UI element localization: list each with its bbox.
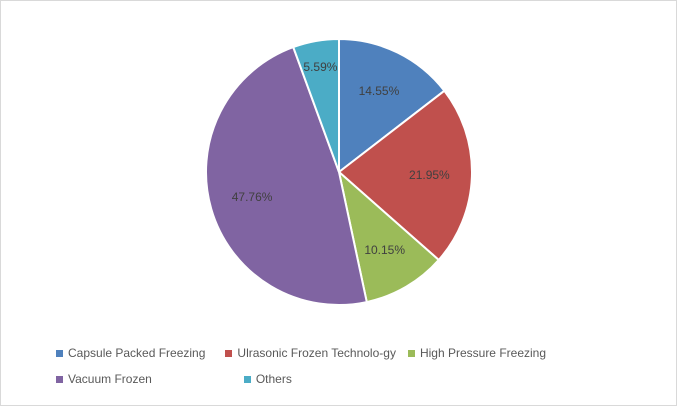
- legend-label-vacuum-frozen: Vacuum Frozen: [68, 372, 152, 386]
- pie-slice-vacuum-frozen: [205, 45, 368, 306]
- legend-row-2: Vacuum Frozen Others: [56, 369, 656, 389]
- pie-slice-high-pressure-freezing: [337, 169, 441, 304]
- legend-label-others: Others: [255, 372, 292, 386]
- data-label-vacuum-frozen: 47.76%: [232, 190, 273, 204]
- data-label-others: 5.59%: [303, 60, 337, 74]
- pie-slice-ultrasonic-frozen-technology: [337, 89, 473, 262]
- legend-item-high-pressure-freezing: High Pressure Freezing: [407, 346, 547, 360]
- legend-item-others: Others: [243, 372, 292, 386]
- legend-item-capsule-packed-freezing: Capsule Packed Freezing: [56, 346, 205, 360]
- legend-label-ultrasonic-frozen-technology: Ulrasonic Frozen Technolo-gy: [237, 346, 396, 360]
- pie-slice-others: [291, 37, 340, 173]
- pie-slice-capsule-packed-freezing: [338, 37, 446, 175]
- data-label-ultrasonic-frozen-technology: 21.95%: [409, 168, 450, 182]
- legend-swatch-ultrasonic-frozen-technology: [225, 349, 233, 357]
- data-label-capsule-packed-freezing: 14.55%: [359, 84, 400, 98]
- legend-swatch-vacuum-frozen: [56, 375, 63, 383]
- legend: Capsule Packed Freezing Ulrasonic Frozen…: [56, 343, 656, 395]
- legend-swatch-others: [243, 375, 251, 383]
- legend-label-capsule-packed-freezing: Capsule Packed Freezing: [68, 346, 206, 360]
- legend-label-high-pressure-freezing: High Pressure Freezing: [419, 346, 547, 360]
- legend-swatch-high-pressure-freezing: [407, 349, 415, 357]
- legend-item-ultrasonic-frozen-technology: Ulrasonic Frozen Technolo-gy: [225, 346, 396, 360]
- legend-swatch-capsule-packed-freezing: [56, 349, 63, 357]
- legend-row-1: Capsule Packed Freezing Ulrasonic Frozen…: [56, 343, 656, 363]
- pie-chart: 14.55% 21.95% 10.15% 47.76% 5.59%: [205, 37, 473, 306]
- legend-item-vacuum-frozen: Vacuum Frozen: [56, 372, 152, 386]
- data-label-high-pressure-freezing: 10.15%: [364, 243, 405, 257]
